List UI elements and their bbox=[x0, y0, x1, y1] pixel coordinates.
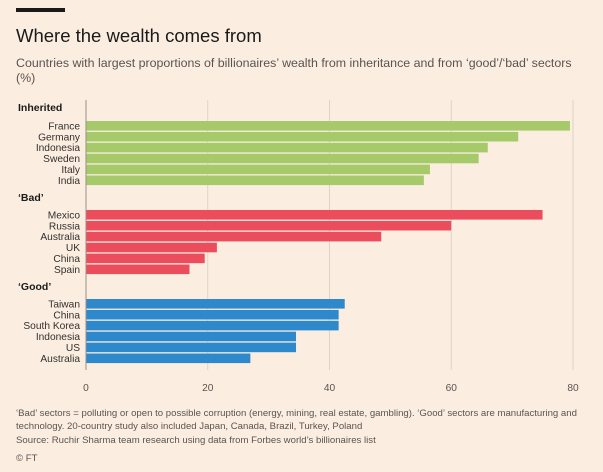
bar-0-1 bbox=[86, 131, 519, 142]
category-label-2-3: Indonesia bbox=[36, 332, 81, 343]
category-label-2-2: South Korea bbox=[23, 321, 80, 332]
bar-0-0 bbox=[86, 121, 570, 131]
category-label-1-3: UK bbox=[66, 243, 80, 254]
category-label-1-2: Australia bbox=[40, 232, 80, 243]
bar-1-2 bbox=[86, 231, 382, 242]
bar-2-1 bbox=[86, 309, 339, 320]
bar-1-1 bbox=[86, 220, 452, 231]
bar-2-2 bbox=[86, 320, 339, 331]
x-tick-label-0: 0 bbox=[83, 383, 89, 394]
ft-credit: © FT bbox=[16, 453, 38, 464]
bar-1-0 bbox=[86, 210, 543, 220]
group-label-2: ‘Good’ bbox=[18, 281, 51, 293]
category-label-0-4: Italy bbox=[61, 165, 81, 176]
category-label-0-5: India bbox=[58, 176, 80, 187]
x-tick-label-60: 60 bbox=[446, 383, 458, 394]
bar-1-5 bbox=[86, 264, 190, 275]
chart-subtitle: Countries with largest proportions of bi… bbox=[16, 56, 572, 85]
bar-0-2 bbox=[86, 142, 488, 153]
chart-title: Where the wealth comes from bbox=[16, 25, 262, 46]
top-rule bbox=[16, 8, 65, 12]
footnote: ‘Bad’ sectors = polluting or open to pos… bbox=[16, 408, 577, 432]
category-label-0-1: Germany bbox=[38, 132, 81, 143]
category-label-2-1: China bbox=[53, 310, 80, 321]
category-label-1-0: Mexico bbox=[48, 210, 81, 221]
category-label-2-4: US bbox=[66, 343, 80, 354]
category-label-1-4: China bbox=[53, 254, 80, 265]
category-label-2-0: Taiwan bbox=[48, 299, 80, 310]
category-label-0-0: France bbox=[48, 121, 80, 132]
bar-2-3 bbox=[86, 331, 297, 342]
group-label-0: Inherited bbox=[18, 102, 62, 114]
source-note: Source: Ruchir Sharma team research usin… bbox=[16, 435, 376, 446]
bar-2-5 bbox=[86, 353, 251, 364]
x-tick-label-20: 20 bbox=[202, 383, 214, 394]
bar-0-5 bbox=[86, 175, 424, 186]
bar-0-4 bbox=[86, 164, 430, 175]
x-tick-label-40: 40 bbox=[324, 383, 336, 394]
bar-0-3 bbox=[86, 153, 479, 164]
bar-2-4 bbox=[86, 342, 297, 353]
category-label-2-5: Australia bbox=[40, 354, 80, 365]
category-label-0-2: Indonesia bbox=[36, 143, 81, 154]
x-tick-label-80: 80 bbox=[567, 383, 579, 394]
bar-1-4 bbox=[86, 253, 205, 264]
bar-1-3 bbox=[86, 242, 217, 253]
group-label-1: ‘Bad’ bbox=[18, 192, 44, 204]
category-label-1-5: Spain bbox=[54, 265, 80, 276]
category-label-1-1: Russia bbox=[49, 221, 80, 232]
category-label-0-3: Sweden bbox=[43, 154, 80, 165]
bar-chart: InheritedFranceGermanyIndonesiaSwedenIta… bbox=[18, 100, 579, 394]
bar-2-0 bbox=[86, 299, 345, 309]
